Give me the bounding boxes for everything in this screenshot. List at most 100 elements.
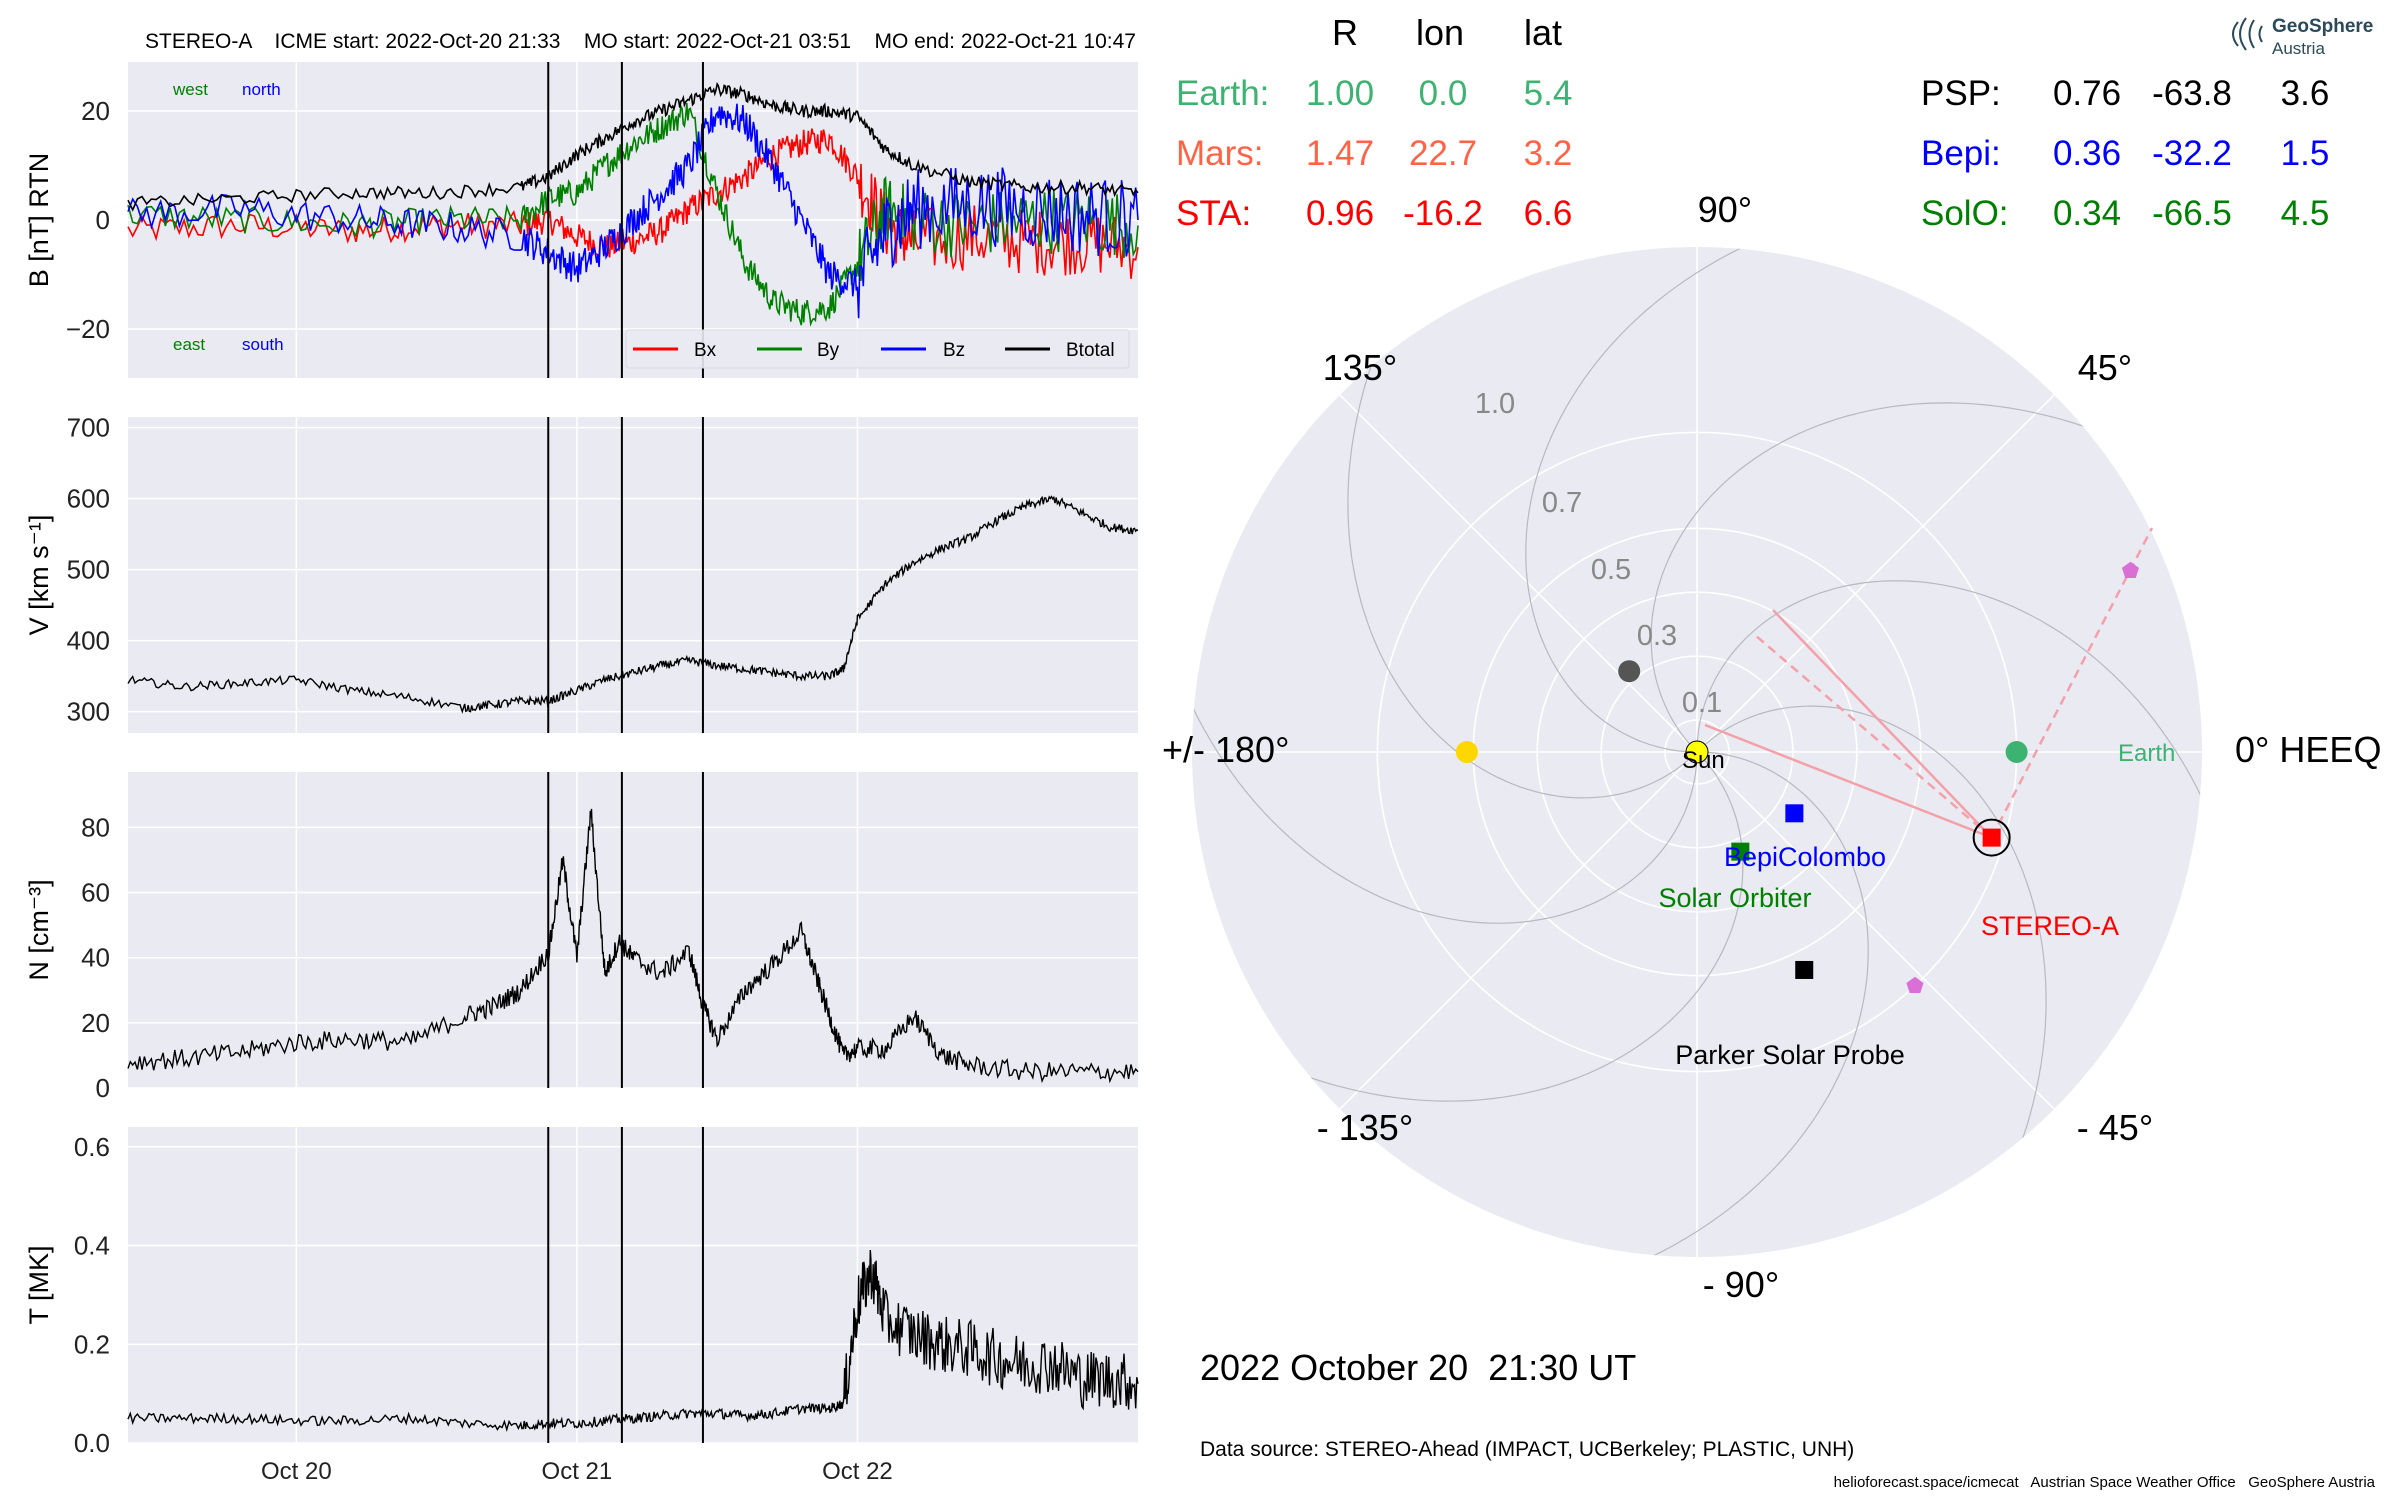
y-tick-label: 80 [81,812,110,842]
right-table-cell-r: 0.76 [2053,74,2121,113]
y-axis-label: N [cm⁻³] [24,879,54,980]
annotation-north: north [242,80,281,99]
polar-ring-grid [1664,719,1730,785]
left-table-cell-lon: -16.2 [1403,194,1483,233]
stereo-a-marker [1982,828,2001,847]
polar-r-label: 0.3 [1637,620,1677,652]
plot-area-bg [128,1127,1138,1443]
spiral-line [1192,614,1698,924]
x-tick-label: Oct 22 [822,1458,893,1485]
right-table-row: SolO: 0.34 -66.5 4.5 [1921,194,2329,233]
annotation-east: east [173,335,205,354]
polar-orbit-plot: 0.1 0.3 0.5 0.7 1.0 90° 45° 0° HEEQ - 45° - 90° - … [1162,189,2381,1305]
series-n [127,808,1139,1084]
polar-r-label: 0.7 [1542,487,1582,519]
sun-label: Sun [1682,747,1725,774]
polar-angle-label: - 135° [1317,1107,1413,1148]
bepicolombo-marker [1785,804,1804,823]
data-source: Data source: STEREO-Ahead (IMPACT, UCBer… [1200,1438,1854,1461]
credits: helioforecast.space/icmecat Austrian Spa… [1834,1474,2376,1491]
magenta2-marker [1906,976,1924,993]
polar-ring-grid [1600,655,1794,849]
y-tick-label: 0 [96,205,110,235]
polar-angle-label: +/- 180° [1162,729,1289,770]
polar-r-label: 0.1 [1682,687,1722,719]
left-table-cell-lat: 5.4 [1524,74,1573,113]
y-tick-label: 0 [96,1073,110,1103]
y-tick-label: 300 [67,697,110,727]
right-table-row: Bepi: 0.36 -32.2 1.5 [1921,134,2329,173]
polar-radial-grid [1339,394,1698,753]
left-table-cell-lon: 0.0 [1419,74,1468,113]
right-table-cell-lon: -32.2 [2152,134,2232,173]
right-table-cell-lat: 1.5 [2281,134,2330,173]
right-table-cell-r: 0.36 [2053,134,2121,173]
right-table-cell-lon: -66.5 [2152,194,2232,233]
left-table-cell-r: 1.47 [1306,134,1374,173]
temperature-panel: 0.0 0.2 0.4 0.6 T [MK] Oct 20 Oct 21 Oct 22 [24,1127,1139,1485]
header-r: R [1332,12,1358,53]
geosphere-logo: GeoSphere Austria [2232,16,2373,58]
spiral-line [1347,274,1698,799]
y-tick-label: 20 [81,1008,110,1038]
y-tick-label: 600 [67,484,110,514]
left-table-cell-r: 0.96 [1306,194,1374,233]
right-table-cell-name: PSP: [1921,74,2001,113]
parker-solar-probe-marker [1795,960,1814,979]
legend-label-bz: Bz [943,340,965,361]
left-table-cell-name: STA: [1176,194,1251,233]
sta-view-line [1754,634,1993,839]
venus-marker [1455,741,1478,763]
y-tick-label: −20 [66,314,110,344]
left-table-cell-lon: 22.7 [1409,134,1477,173]
sta-view-line [1772,609,1993,839]
y-axis-label: V [km s⁻¹] [24,515,54,636]
right-table-row: PSP: 0.76 -63.8 3.6 [1921,74,2329,113]
annotation-south: south [242,335,284,354]
polar-radial-grid [1339,751,1698,1110]
sta-view-line [1704,723,1993,839]
left-table-cell-name: Earth: [1176,74,1269,113]
x-tick-label: Oct 21 [542,1458,613,1485]
parker-solar-probe-label: Parker Solar Probe [1675,1040,1905,1070]
polar-radial-grid [1696,394,2055,753]
header-lon: lon [1416,12,1464,53]
x-tick-label: Oct 20 [261,1458,332,1485]
spiral-line [1559,751,1869,1257]
logo-icon [2232,17,2263,51]
y-tick-label: 0.4 [74,1231,110,1261]
right-table-cell-name: Bepi: [1921,134,2001,173]
polar-angle-label: - 45° [2077,1107,2153,1148]
series-bz [127,103,1139,319]
positions-table-rows: Earth: 1.00 0.0 5.4 Mars: 1.47 22.7 3.2 STA: 0.96… [1176,74,2329,233]
figure-title: STEREO-A ICME start: 2022-Oct-20 21:33 M… [145,30,1136,53]
solar-orbiter-marker [1731,842,1750,861]
velocity-panel: 300 400 500 600 700 V [km s⁻¹] [24,413,1139,733]
logo-text-line2: Austria [2272,39,2325,58]
right-table-cell-name: SolO: [1921,194,2009,233]
bepicolombo-label: BepiColombo [1724,842,1886,872]
polar-angle-label: 0° HEEQ [2235,729,2381,770]
stereo-a-ring [1972,818,2011,857]
polar-angle-label: - 90° [1703,1264,1779,1305]
spiral-line [1219,751,1744,1102]
mercury-marker [1618,660,1641,683]
y-tick-label: 20 [81,96,110,126]
series-btotal [127,81,1139,212]
legend-label-btotal: Btotal [1066,340,1115,361]
y-tick-label: 0.0 [74,1428,110,1458]
legend-label-bx: Bx [694,340,717,361]
mars-marker [2121,561,2139,578]
left-table-row: Earth: 1.00 0.0 5.4 [1176,74,1572,113]
logo-text-line1: GeoSphere [2272,16,2373,37]
parker-spirals [1192,247,2202,1257]
right-table-cell-lat: 3.6 [2281,74,2330,113]
right-table-cell-r: 0.34 [2053,194,2121,233]
plot-area-bg [128,417,1138,733]
right-table-cell-lon: -63.8 [2152,74,2232,113]
sun-marker [1685,740,1709,764]
y-axis-label: T [MK] [24,1245,54,1324]
left-table-cell-name: Mars: [1176,134,1264,173]
y-tick-label: 0.6 [74,1132,110,1162]
